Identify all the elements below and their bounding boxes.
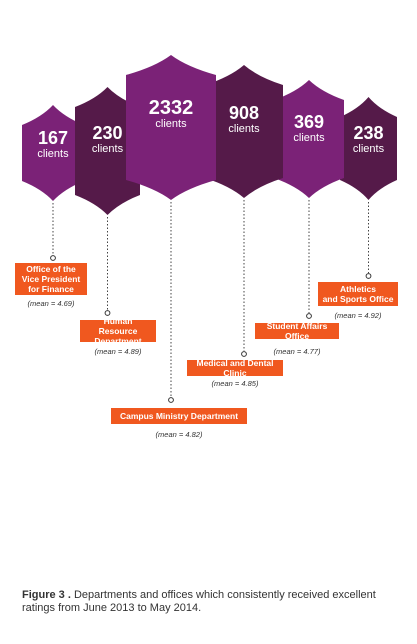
department-label-line: Office of the: [26, 264, 76, 274]
bar-shape: [205, 65, 283, 198]
clients-unit: clients: [353, 143, 385, 155]
client-count: 167: [38, 128, 68, 148]
client-count: 2332: [149, 97, 194, 119]
bar-shape: [75, 87, 140, 215]
mean-score: (mean = 4.92): [334, 311, 382, 320]
client-count: 908: [229, 103, 259, 123]
mean-score: (mean = 4.77): [273, 347, 321, 356]
department-label-line: Athletics: [340, 284, 376, 294]
bar-shape: [126, 55, 216, 200]
department-label: Medical and Dental Clinic: [187, 358, 283, 378]
clients-unit: clients: [155, 118, 187, 130]
bar-shape: [274, 80, 344, 198]
department-label: Student Affairs Office: [255, 321, 339, 341]
department-label-line: Medical and Dental Clinic: [196, 358, 274, 378]
department-label-line: Vice President: [21, 274, 81, 284]
mean-score: (mean = 4.69): [27, 299, 75, 308]
department-label-line: Department: [94, 336, 142, 346]
caption-text: Departments and offices which consistent…: [22, 589, 376, 614]
leader-dot: [365, 273, 372, 279]
client-count: 238: [353, 123, 383, 143]
bar-shape: [340, 97, 397, 200]
clients-unit: clients: [293, 132, 325, 144]
leader-dot: [241, 351, 247, 357]
figure-caption: Figure 3 . Departments and offices which…: [22, 589, 402, 615]
clients-unit: clients: [37, 148, 69, 160]
mean-score: (mean = 4.89): [94, 347, 142, 356]
clients-unit: clients: [228, 123, 260, 135]
department-label-line: Human Resource: [98, 316, 138, 336]
department-label-line: Student Affairs Office: [266, 321, 328, 341]
department-label-line: Campus Ministry Department: [119, 411, 239, 421]
client-count: 369: [294, 112, 324, 132]
department-label: Campus Ministry Department: [111, 408, 247, 424]
leader-dot: [50, 255, 56, 261]
clients-unit: clients: [92, 143, 124, 155]
leader-dot: [104, 310, 111, 316]
department-label-line: and Sports Office: [322, 294, 394, 304]
department-label-line: for Finance: [28, 284, 74, 294]
department-label: Human Resource Department: [80, 316, 156, 346]
bar-shape: [22, 105, 84, 201]
leader-dot: [306, 313, 312, 319]
department-label: Athletics and Sports Office: [318, 282, 398, 306]
leader-dot: [168, 397, 174, 403]
mean-score: (mean = 4.82): [155, 430, 203, 439]
client-count: 230: [92, 123, 122, 143]
mean-score: (mean = 4.85): [211, 379, 259, 388]
department-label: Office of the Vice President for Finance: [15, 263, 87, 295]
figure-label: Figure 3 .: [22, 589, 71, 601]
